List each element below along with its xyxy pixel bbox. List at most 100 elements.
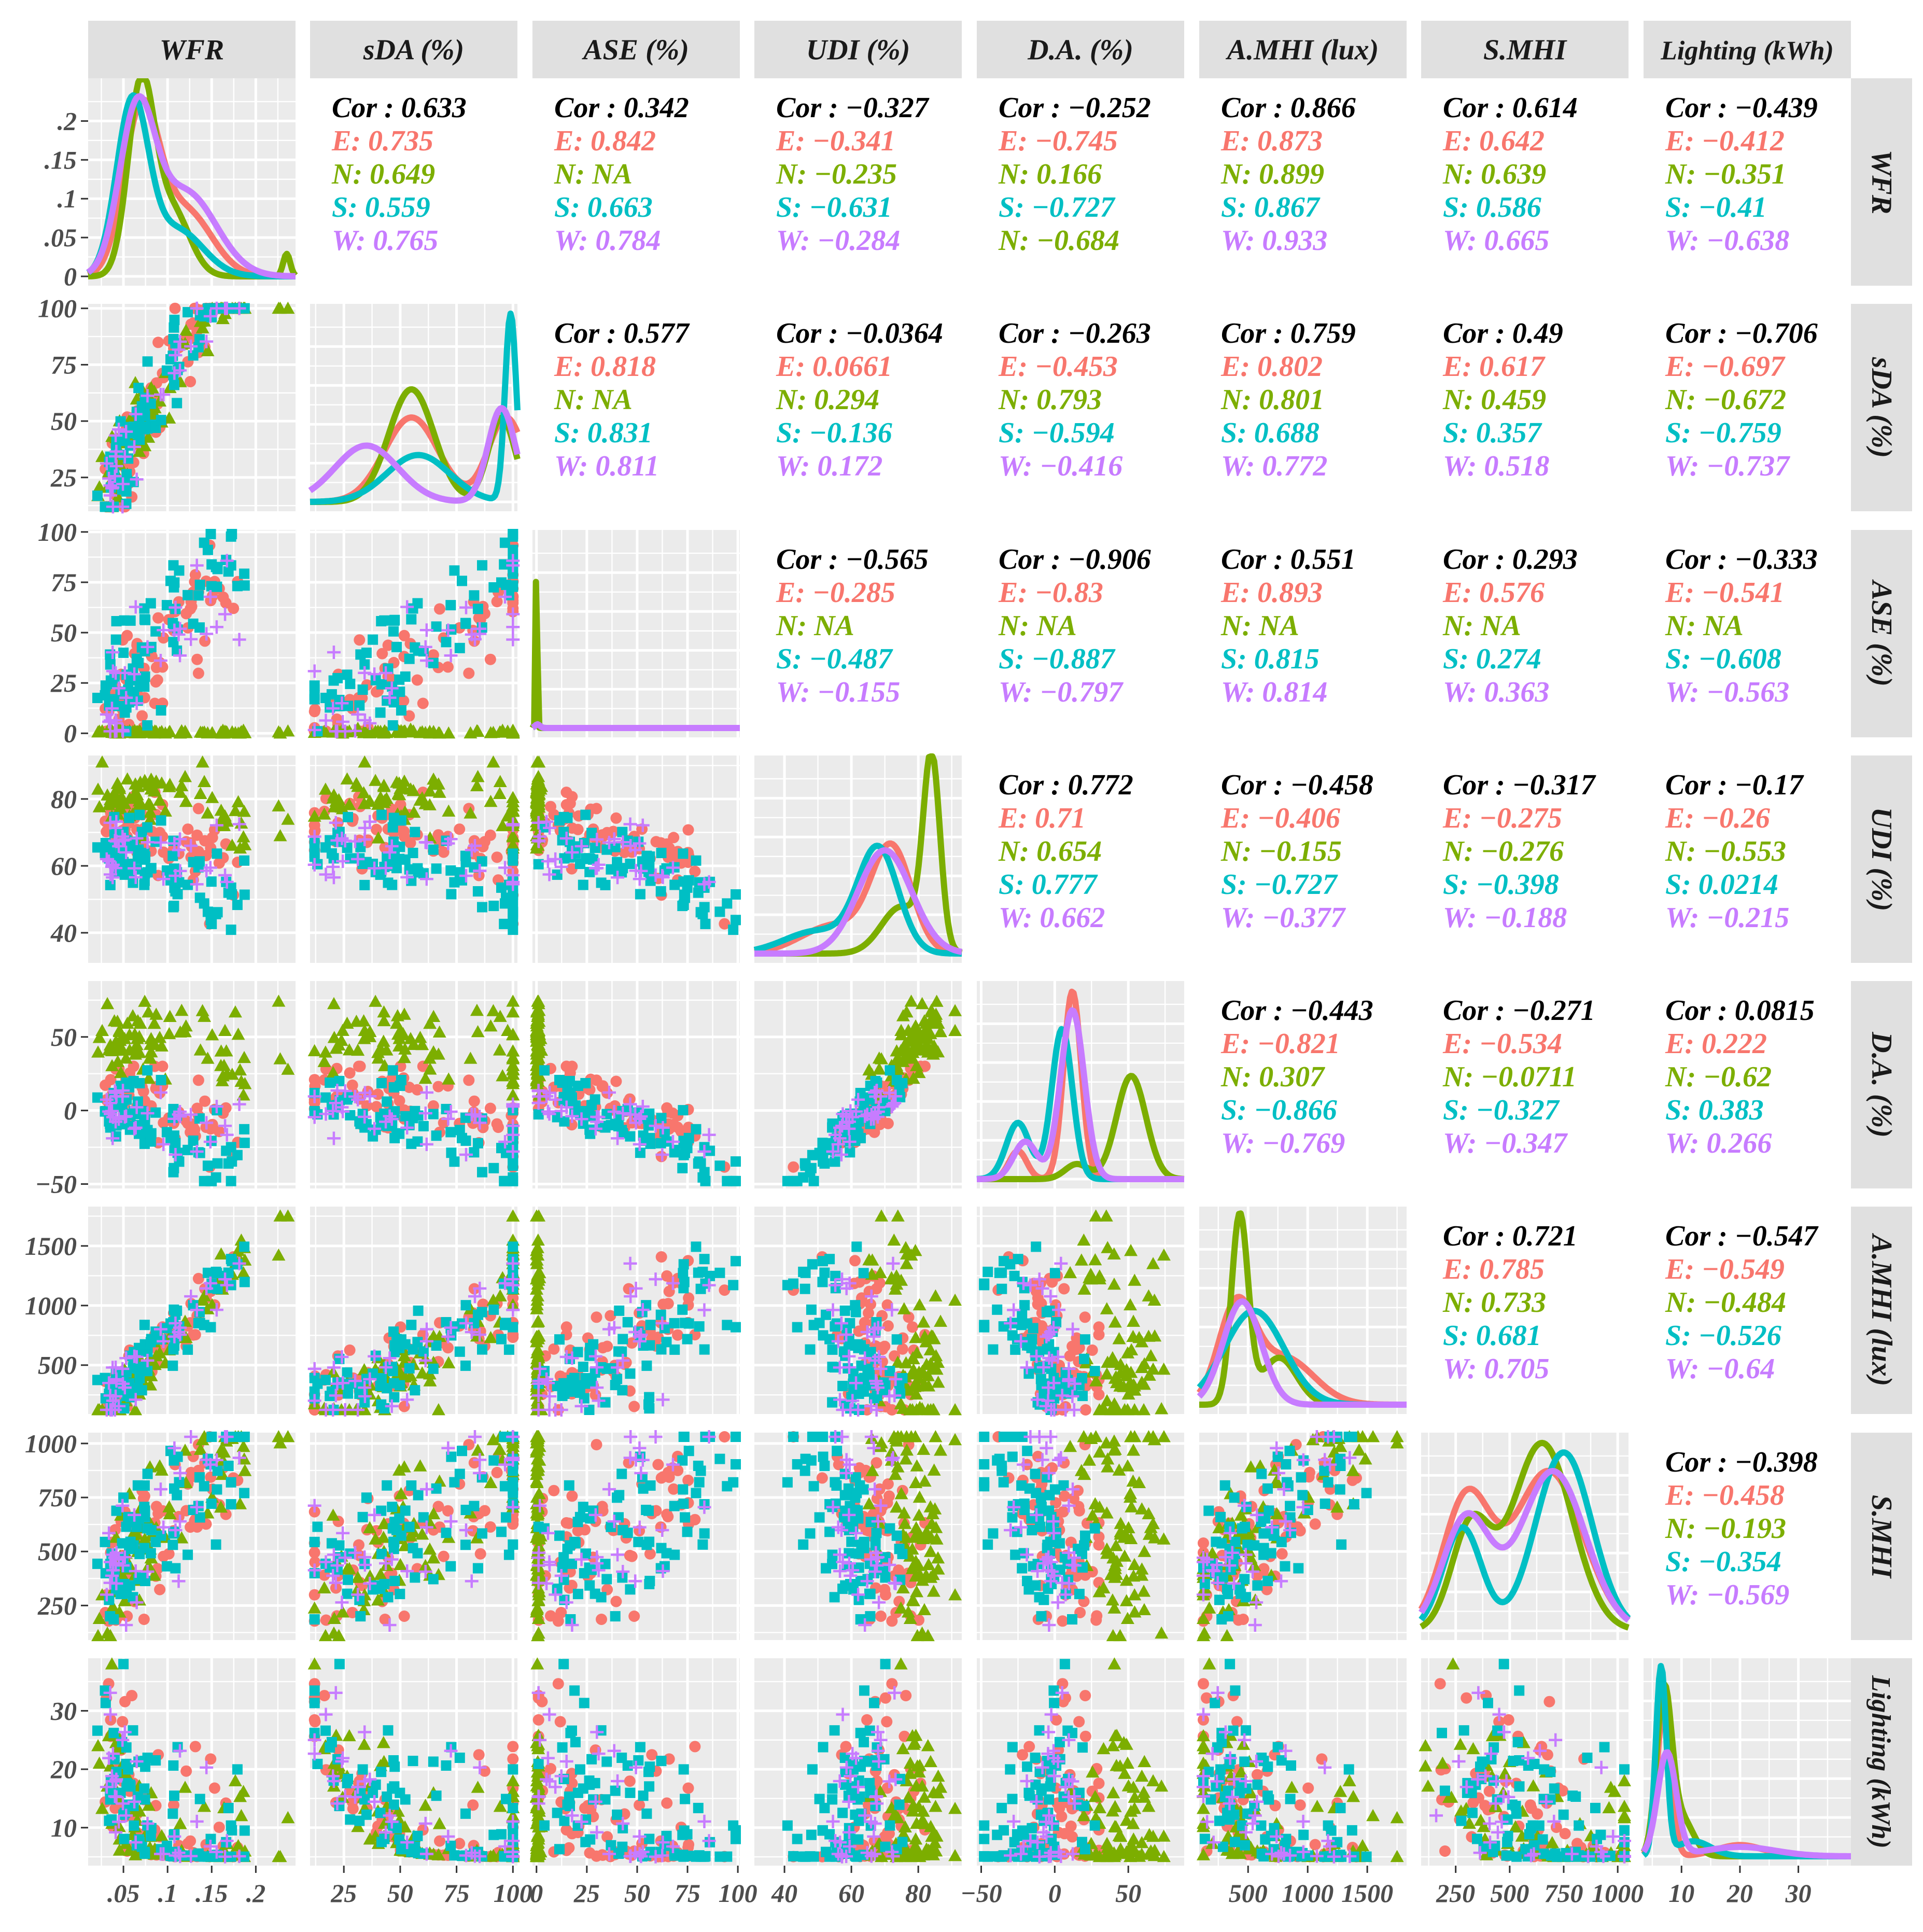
data-point-s [460,850,471,861]
data-point-e [308,1074,320,1086]
data-point-w [157,872,171,886]
data-point-s [359,659,370,670]
data-point-s [342,1367,353,1378]
data-point-s [355,842,366,852]
data-point-w [506,558,520,572]
density-curve-w-3 [753,847,963,957]
data-point-s [139,1502,150,1513]
data-point-e [199,1095,211,1107]
data-point-w [129,870,143,884]
data-point-s [625,859,636,869]
data-point-w [128,440,142,454]
data-point-w [105,702,119,716]
data-point-s [879,1377,890,1388]
data-point-s [596,877,607,888]
data-point-s [817,1277,828,1287]
data-point-s [614,1305,625,1316]
data-point-w [102,715,116,729]
data-point-s [431,621,442,632]
data-point-s [396,815,406,826]
data-point-s [223,1158,234,1169]
data-point-s [111,1505,122,1516]
data-point-s [183,1549,193,1560]
data-point-s [357,684,368,695]
data-point-s [678,876,689,887]
data-point-s [124,1580,135,1591]
data-point-e [491,596,503,608]
data-point-n [231,795,245,807]
data-point-s [1041,1307,1052,1318]
data-point-e [199,835,211,847]
density-curve-w-7 [1640,1749,1852,1859]
data-point-w [200,334,214,348]
data-point-s [396,705,406,716]
data-point-e [454,823,466,835]
data-point-s [808,1320,819,1331]
data-point-s [387,879,398,890]
data-point-s [108,1614,119,1625]
data-point-e [667,1107,679,1119]
data-point-n [281,724,295,737]
data-point-w [173,864,187,878]
data-point-s [565,1386,576,1397]
data-point-w [400,870,414,884]
data-point-n [195,321,209,333]
density-curve-w-1 [308,405,521,504]
data-point-w [141,835,155,849]
data-point-s [601,844,612,855]
data-point-n [142,797,156,809]
data-point-s [1009,1270,1020,1281]
data-point-e [192,1272,204,1284]
data-point-s [239,1124,250,1135]
data-point-s [1005,1259,1016,1270]
data-point-s [210,1539,221,1550]
data-point-s [167,1360,178,1371]
data-point-w [129,407,143,421]
data-point-n [363,794,377,807]
data-point-w [141,640,155,654]
data-point-s [391,641,402,652]
data-point-w [506,607,520,621]
data-point-e [442,1342,454,1354]
data-point-s [722,1175,733,1186]
data-point-s [199,898,209,909]
data-point-e [344,1344,356,1356]
data-point-s [992,1304,1003,1315]
data-point-s [669,879,680,890]
data-point-s [617,1385,628,1396]
data-point-e [610,1075,622,1087]
data-point-s [239,889,250,900]
data-point-w [172,343,186,357]
data-point-s [644,851,655,862]
data-point-w [190,877,204,891]
data-point-s [446,1147,457,1158]
data-point-s [188,1135,199,1146]
data-point-s [128,663,138,674]
data-point-s [625,1368,636,1379]
data-point-s [183,590,193,600]
data-point-e [398,1611,410,1622]
density-curve-n-6 [1420,1439,1630,1631]
data-point-w [400,600,414,614]
data-point-s [193,590,204,601]
data-point-n [307,809,321,822]
data-point-s [156,415,166,426]
data-point-e [371,823,382,835]
data-point-s [477,1344,487,1355]
data-point-w [129,600,143,614]
data-point-s [988,1344,999,1355]
data-point-s [406,614,417,625]
data-point-e [682,824,694,836]
data-point-s [700,918,711,929]
data-point-s [121,702,132,713]
data-point-s [406,1320,417,1331]
data-point-e [169,302,181,314]
data-point-e [619,846,630,858]
data-point-s [554,815,565,826]
data-point-s [683,1318,694,1329]
data-point-n [178,769,192,782]
data-point-e [346,1079,358,1091]
data-point-n [506,791,520,803]
data-point-s [678,1150,689,1160]
data-point-s [472,886,483,897]
